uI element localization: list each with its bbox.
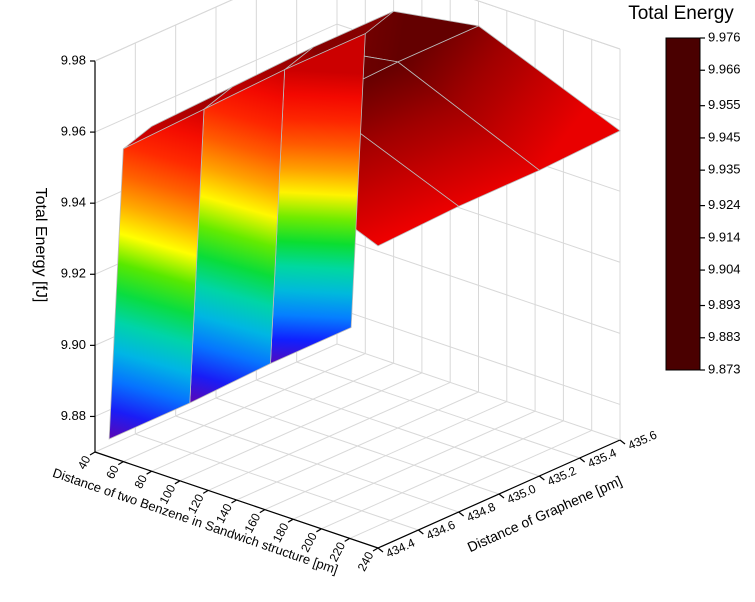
y-tick-label: 434.8 <box>464 500 497 525</box>
x-tick <box>231 499 237 504</box>
y-tick <box>377 547 384 553</box>
x-tick-label: 240 <box>355 549 377 574</box>
x-tick <box>287 518 294 523</box>
surface-cell <box>270 33 366 365</box>
x-tick <box>146 470 152 475</box>
colorbar-title: Total Energy <box>628 3 734 24</box>
x-tick <box>202 489 209 494</box>
colorbar-tick-label: 9.904 <box>708 262 741 277</box>
z-tick-label: 9.96 <box>61 124 86 139</box>
y-tick <box>538 475 545 481</box>
floor-grid-line <box>256 379 540 477</box>
z-tick-label: 9.98 <box>61 52 86 67</box>
y-tick <box>498 493 505 499</box>
x-tick <box>117 461 124 466</box>
y-tick <box>458 511 465 517</box>
surface-cell <box>189 69 286 404</box>
y-tick-label: 435.4 <box>585 446 618 471</box>
colorbar-tick-label: 9.914 <box>708 229 741 244</box>
floor-grid-line <box>175 415 459 513</box>
z-tick-label: 9.92 <box>61 266 86 281</box>
axis-line <box>94 0 233 62</box>
floor-grid-line <box>215 397 500 495</box>
z-tick-label: 9.94 <box>61 195 86 210</box>
y-tick-label: 435.0 <box>505 482 538 507</box>
colorbar <box>665 37 701 371</box>
colorbar-tick-label: 9.873 <box>708 361 741 376</box>
x-tick <box>372 547 379 552</box>
colorbar-tick-label: 9.924 <box>708 197 741 212</box>
y-tick <box>619 439 626 445</box>
x-tick <box>344 537 351 542</box>
y-tick-label: 435.6 <box>626 428 659 453</box>
x-tick <box>259 509 266 514</box>
colorbar-tick-label: 9.955 <box>708 97 741 112</box>
y-tick-label: 434.6 <box>424 518 457 543</box>
x-tick-label: 40 <box>75 453 94 472</box>
colorbar-tick-label: 9.945 <box>708 129 741 144</box>
z-axis-title: Total Energy [fJ] <box>32 188 49 303</box>
y-tick-label: 434.4 <box>384 536 417 561</box>
colorbar-tick-label: 9.935 <box>708 162 741 177</box>
x-tick-label: 60 <box>103 463 122 482</box>
floor-grid-line <box>296 361 580 459</box>
y-tick <box>579 457 586 463</box>
z-tick-label: 9.90 <box>61 337 86 352</box>
colorbar-tick-label: 9.976 <box>708 29 741 44</box>
x-tick <box>174 480 181 485</box>
x-tick <box>316 528 322 533</box>
floor-grid-line <box>336 343 621 441</box>
colorbar-tick-label: 9.893 <box>708 297 741 312</box>
colorbar-tick-label: 9.966 <box>708 62 741 77</box>
y-tick <box>417 529 424 535</box>
axis-line <box>473 0 621 50</box>
surface-cell <box>108 108 205 440</box>
z-tick-label: 9.88 <box>61 408 86 423</box>
colorbar-tick-label: 9.883 <box>708 329 741 344</box>
x-tick <box>89 451 96 456</box>
x-tick-label: 80 <box>131 472 150 491</box>
y-tick-label: 435.2 <box>545 464 578 489</box>
floor-grid-line <box>135 433 419 531</box>
